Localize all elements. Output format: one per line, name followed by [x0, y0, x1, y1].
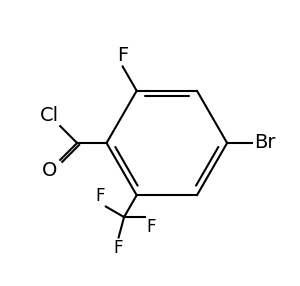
- Text: O: O: [41, 161, 57, 180]
- Text: Br: Br: [254, 134, 275, 152]
- Text: F: F: [117, 46, 128, 65]
- Text: F: F: [114, 239, 123, 257]
- Text: F: F: [95, 187, 104, 205]
- Text: F: F: [146, 219, 156, 237]
- Text: Cl: Cl: [40, 106, 59, 125]
